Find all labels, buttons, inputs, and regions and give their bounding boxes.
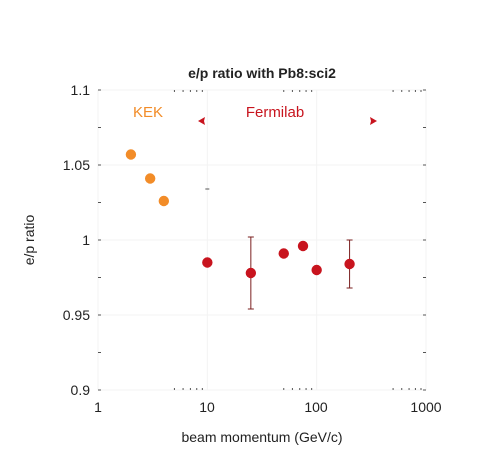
arrow-left-icon bbox=[198, 117, 205, 125]
chart-title: e/p ratio with Pb8:sci2 bbox=[188, 65, 336, 81]
x-tick-label-1: 1 bbox=[94, 399, 102, 415]
data-point bbox=[278, 248, 289, 259]
data-points bbox=[125, 149, 355, 279]
y-tick-label-1: 1 bbox=[82, 232, 90, 248]
x-tick-label-1000: 1000 bbox=[410, 399, 441, 415]
data-point bbox=[158, 195, 170, 207]
y-tick-label-1.05: 1.05 bbox=[63, 157, 90, 173]
data-point bbox=[245, 267, 257, 279]
data-point bbox=[297, 240, 309, 252]
data-point bbox=[125, 149, 137, 160]
kek-label: KEK bbox=[133, 104, 163, 121]
data-point bbox=[144, 173, 156, 184]
grid bbox=[97, 89, 427, 391]
data-point bbox=[311, 264, 322, 276]
axis-ticks bbox=[98, 89, 426, 391]
x-axis-label: beam momentum (GeV/c) bbox=[181, 429, 342, 445]
fermilab-range-arrow bbox=[198, 117, 377, 125]
x-tick-label-100: 100 bbox=[304, 399, 328, 415]
data-point bbox=[344, 258, 355, 270]
y-tick-label-0.9: 0.9 bbox=[71, 382, 91, 398]
arrow-right-icon bbox=[370, 117, 377, 125]
data-point bbox=[202, 257, 213, 268]
y-tick-label-0.95: 0.95 bbox=[63, 307, 90, 323]
y-tick-label-1.1: 1.1 bbox=[71, 82, 91, 98]
fermilab-label: Fermilab bbox=[246, 104, 304, 121]
x-tick-label-10: 10 bbox=[199, 399, 215, 415]
y-axis-label: e/p ratio bbox=[21, 214, 37, 265]
